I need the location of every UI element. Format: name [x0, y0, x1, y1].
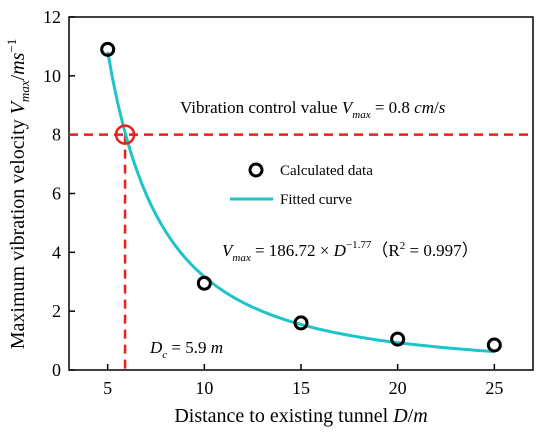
y-tick-label: 10 — [43, 66, 61, 86]
y-tick-label: 6 — [52, 184, 61, 204]
legend: Calculated data Fitted curve — [230, 162, 373, 208]
x-tick-label: 20 — [389, 378, 407, 398]
x-tick-label: 15 — [292, 378, 310, 398]
critical-distance-label: Dc = 5.9 m — [149, 338, 223, 361]
fit-equation: Vmax = 186.72 × D−1.77（R2 = 0.997） — [222, 239, 479, 264]
legend-marker-calculated — [248, 162, 264, 178]
data-points — [100, 41, 502, 353]
x-tick-label: 10 — [195, 378, 213, 398]
y-tick-label: 4 — [52, 242, 61, 262]
data-point — [293, 315, 309, 331]
axis-ticks: 5 10 15 20 25 0 2 4 6 8 10 12 — [43, 7, 503, 398]
y-tick-label: 8 — [52, 125, 61, 145]
fitted-curve — [106, 51, 495, 354]
y-tick-label: 2 — [52, 301, 61, 321]
legend-label-fitted: Fitted curve — [280, 192, 352, 208]
control-value-label: Vibration control value Vmax = 0.8 cm/s — [180, 98, 446, 121]
x-tick-label: 25 — [485, 378, 503, 398]
data-point — [486, 337, 502, 353]
x-tick-label: 5 — [103, 378, 112, 398]
data-point — [100, 41, 116, 57]
x-axis-label: Distance to existing tunnel D/m — [174, 405, 427, 427]
legend-label-calculated: Calculated data — [280, 163, 373, 179]
y-tick-label: 0 — [52, 360, 61, 380]
y-tick-label: 12 — [43, 7, 61, 27]
data-point — [390, 331, 406, 347]
data-point — [196, 275, 212, 291]
intersection-marker — [114, 124, 136, 145]
y-axis-label: Maximum vibration velocity Vmax/ms−1 — [4, 39, 32, 350]
